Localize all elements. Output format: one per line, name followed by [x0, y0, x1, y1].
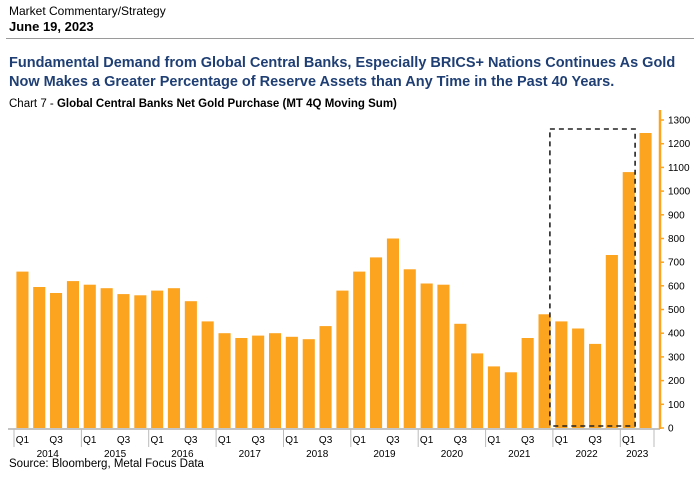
- year-label-2015: 2015: [104, 449, 127, 460]
- year-label-2020: 2020: [441, 449, 464, 460]
- bar-24: [403, 269, 416, 428]
- y-tick-label-700: 700: [668, 258, 685, 269]
- bar-1: [16, 271, 29, 428]
- bar-5: [83, 284, 96, 428]
- bar-33: [555, 321, 568, 428]
- bar-21: [353, 271, 366, 428]
- headline: Fundamental Demand from Global Central B…: [9, 55, 676, 90]
- chart-title: Global Central Banks Net Gold Purchase (…: [56, 98, 397, 110]
- year-label-2014: 2014: [37, 449, 60, 460]
- bar-35: [589, 343, 602, 428]
- year-label-2017: 2017: [239, 449, 262, 460]
- y-tick-label-1000: 1000: [668, 187, 691, 198]
- y-tick-label-200: 200: [668, 376, 685, 387]
- bar-12: [201, 321, 214, 428]
- bar-2: [33, 287, 46, 428]
- y-tick-label-400: 400: [668, 329, 685, 340]
- bar-7: [117, 294, 130, 428]
- bar-17: [285, 336, 298, 428]
- quarter-label-9: Q1: [151, 435, 165, 446]
- year-label-2018: 2018: [306, 449, 329, 460]
- bar-18: [302, 339, 315, 428]
- year-label-2016: 2016: [171, 449, 194, 460]
- bar-34: [572, 328, 585, 428]
- bar-9: [151, 290, 164, 428]
- quarter-label-17: Q1: [285, 435, 299, 446]
- bar-3: [50, 293, 63, 428]
- bar-14: [235, 338, 248, 428]
- quarter-label-7: Q3: [117, 435, 131, 446]
- quarter-label-1: Q1: [16, 435, 30, 446]
- y-tick-label-900: 900: [668, 210, 685, 221]
- highlight-box: [549, 128, 636, 427]
- y-tick-label-1300: 1300: [668, 116, 691, 127]
- bar-27: [454, 323, 467, 428]
- chart-label: Chart 7 - Global Central Banks Net Gold …: [9, 98, 397, 110]
- bar-8: [134, 295, 147, 428]
- bar-25: [420, 283, 433, 428]
- quarter-label-27: Q3: [454, 435, 468, 446]
- bar-37: [622, 172, 635, 428]
- quarter-label-11: Q3: [184, 435, 198, 446]
- bar-4: [66, 281, 79, 428]
- bar-11: [184, 301, 197, 428]
- chart-number: Chart 7 -: [9, 98, 57, 110]
- bar-20: [336, 290, 349, 428]
- bar-38: [639, 133, 652, 428]
- y-tick-label-600: 600: [668, 281, 685, 292]
- quarter-label-15: Q3: [252, 435, 266, 446]
- bar-6: [100, 288, 113, 428]
- bar-23: [386, 238, 399, 428]
- y-tick-label-500: 500: [668, 305, 685, 316]
- bar-16: [269, 333, 282, 428]
- quarter-label-25: Q1: [420, 435, 434, 446]
- bar-13: [218, 333, 231, 428]
- bar-28: [471, 353, 484, 428]
- quarter-label-21: Q1: [353, 435, 367, 446]
- bar-29: [487, 366, 500, 428]
- quarter-label-19: Q3: [319, 435, 333, 446]
- year-label-2022: 2022: [575, 449, 598, 460]
- quarter-label-13: Q1: [218, 435, 232, 446]
- bar-19: [319, 326, 332, 428]
- y-tick-label-1100: 1100: [668, 163, 690, 174]
- y-tick-label-100: 100: [668, 400, 685, 411]
- y-tick-label-800: 800: [668, 234, 685, 245]
- quarter-label-23: Q3: [386, 435, 400, 446]
- year-label-2019: 2019: [373, 449, 396, 460]
- y-tick-label-300: 300: [668, 352, 685, 363]
- year-label-2021: 2021: [508, 449, 531, 460]
- quarter-label-29: Q1: [487, 435, 501, 446]
- quarter-label-37: Q1: [622, 435, 636, 446]
- bar-22: [370, 257, 383, 428]
- quarter-label-5: Q1: [83, 435, 97, 446]
- bar-10: [167, 288, 180, 428]
- quarter-label-33: Q1: [555, 435, 569, 446]
- bar-31: [521, 338, 534, 428]
- bar-36: [605, 255, 618, 428]
- quarter-label-35: Q3: [588, 435, 602, 446]
- y-tick-label-1200: 1200: [668, 139, 691, 150]
- bar-26: [437, 284, 450, 428]
- y-tick-label-0: 0: [668, 424, 674, 435]
- bar-32: [538, 314, 551, 428]
- header-divider: [6, 38, 694, 39]
- bar-30: [504, 372, 517, 428]
- year-label-2023: 2023: [626, 449, 649, 460]
- source-note: Source: Bloomberg, Metal Focus Data: [9, 458, 204, 470]
- bar-15: [252, 335, 265, 428]
- report-date: June 19, 2023: [9, 19, 94, 34]
- quarter-label-31: Q3: [521, 435, 535, 446]
- quarter-label-3: Q3: [49, 435, 63, 446]
- report-type: Market Commentary/Strategy: [9, 4, 166, 18]
